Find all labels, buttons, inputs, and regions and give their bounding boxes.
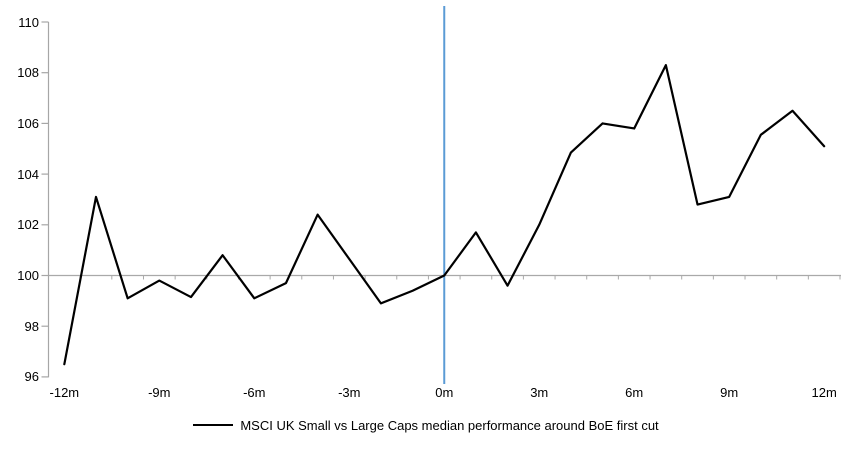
x-tick-label: -9m bbox=[148, 385, 171, 400]
x-tick-label: 3m bbox=[530, 385, 549, 400]
y-tick-label: 108 bbox=[17, 65, 39, 81]
x-tick-label: 9m bbox=[720, 385, 739, 400]
y-tick-label: 102 bbox=[17, 217, 39, 233]
x-tick-label: -12m bbox=[49, 385, 80, 400]
series-line bbox=[63, 63, 826, 366]
y-tick-label: 96 bbox=[24, 369, 39, 385]
x-tick-label: -3m bbox=[338, 385, 361, 400]
legend-label: MSCI UK Small vs Large Caps median perfo… bbox=[240, 417, 659, 433]
x-tick-label: -6m bbox=[243, 385, 266, 400]
y-tick-label: 104 bbox=[17, 166, 39, 182]
x-tick-label: 12m bbox=[811, 385, 837, 400]
x-tick-label: 0m bbox=[435, 385, 454, 400]
y-tick-label: 98 bbox=[24, 318, 39, 334]
y-tick-label: 100 bbox=[17, 268, 39, 283]
y-tick-label: 106 bbox=[17, 115, 39, 131]
legend: MSCI UK Small vs Large Caps median perfo… bbox=[0, 416, 852, 434]
legend-line-sample bbox=[193, 424, 234, 426]
y-tick-label: 110 bbox=[18, 14, 39, 30]
x-tick-label: 6m bbox=[625, 385, 644, 400]
